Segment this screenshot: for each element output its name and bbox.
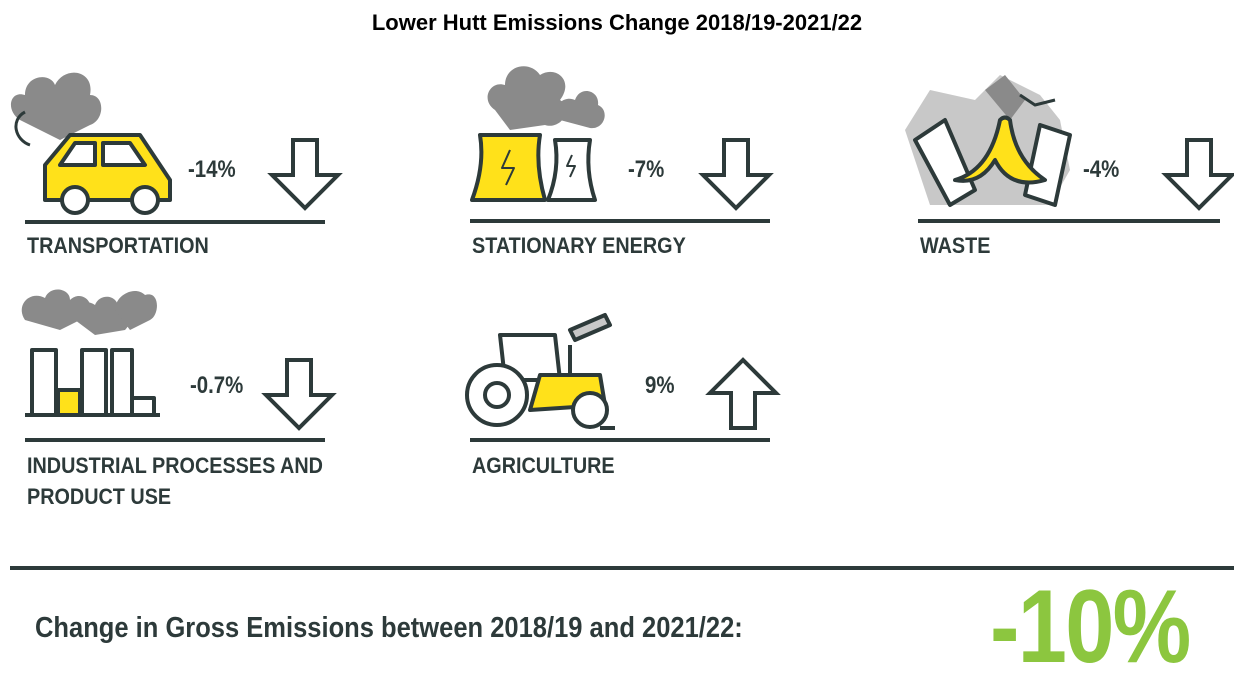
- arrow-down: [1166, 140, 1232, 208]
- sector-label: AGRICULTURE: [472, 450, 778, 481]
- sector-change: -14%: [188, 156, 236, 184]
- sector-label: WASTE: [920, 230, 1226, 261]
- summary-label: Change in Gross Emissions between 2018/1…: [35, 612, 743, 645]
- sector-label: STATIONARY ENERGY: [472, 230, 778, 261]
- arrow-down: [272, 140, 338, 208]
- sector-label: INDUSTRIAL PROCESSES AND PRODUCT USE: [27, 450, 333, 512]
- energy-icon: [472, 66, 605, 200]
- sector-change: -0.7%: [190, 372, 243, 400]
- infographic: Lower Hutt Emissions Change 2018/19-2021…: [0, 0, 1234, 700]
- transport-icon: [11, 73, 170, 213]
- industry-icon: [22, 290, 160, 415]
- summary-value: -10%: [990, 575, 1190, 679]
- waste-icon: [905, 75, 1070, 205]
- sector-change: 9%: [645, 372, 674, 400]
- sector-change: -7%: [628, 156, 664, 184]
- sector-change: -4%: [1083, 156, 1119, 184]
- sector-label: TRANSPORTATION: [27, 230, 333, 261]
- arrow-down: [266, 360, 332, 428]
- arrow-up: [710, 360, 776, 428]
- title: Lower Hutt Emissions Change 2018/19-2021…: [0, 10, 1234, 36]
- agriculture-icon: [467, 315, 615, 428]
- arrow-down: [703, 140, 769, 208]
